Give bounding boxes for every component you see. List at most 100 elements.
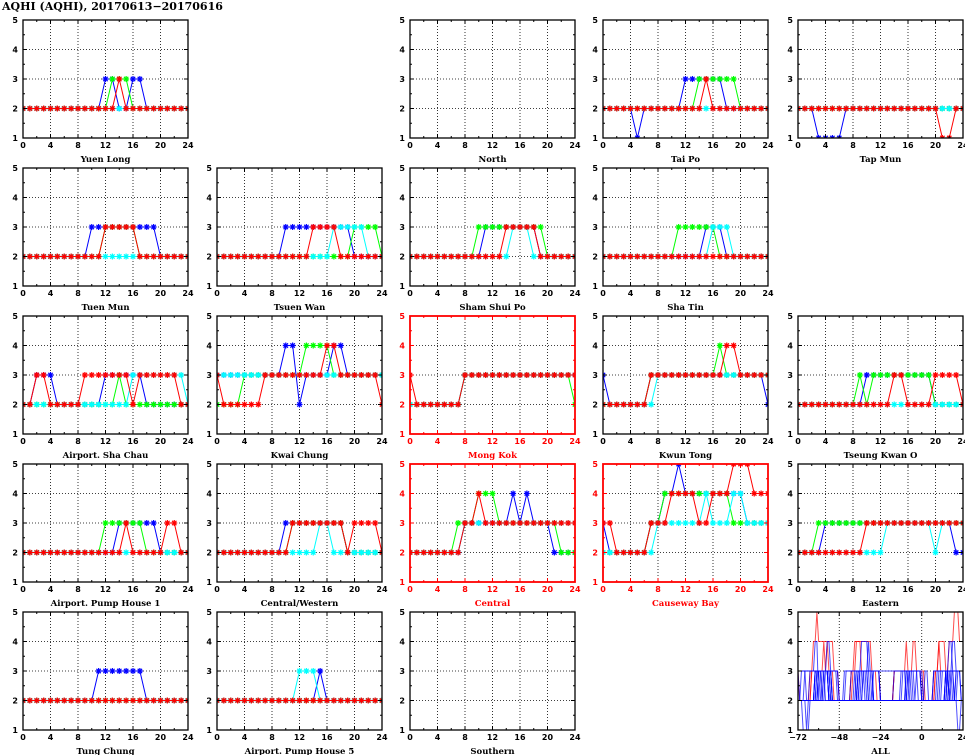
data-point bbox=[877, 372, 884, 378]
y-tick-label: 3 bbox=[12, 371, 18, 380]
data-point bbox=[613, 549, 620, 556]
data-point bbox=[448, 401, 455, 408]
x-tick-label: 20 bbox=[930, 437, 942, 446]
x-tick-label: 24 bbox=[569, 289, 581, 298]
data-point bbox=[850, 401, 856, 408]
x-tick-label: 20 bbox=[930, 141, 942, 150]
data-point bbox=[310, 372, 317, 378]
data-point bbox=[544, 520, 551, 526]
x-tick-label: 20 bbox=[349, 289, 361, 298]
data-point bbox=[939, 372, 946, 378]
y-tick-label: 4 bbox=[399, 46, 405, 55]
data-point bbox=[843, 549, 850, 556]
data-point bbox=[88, 697, 95, 704]
data-point bbox=[136, 520, 143, 526]
x-tick-label: −24 bbox=[872, 733, 890, 742]
data-point bbox=[289, 342, 296, 349]
x-tick-label: 24 bbox=[762, 437, 774, 446]
data-point bbox=[227, 401, 234, 408]
data-point bbox=[641, 253, 648, 260]
data-point bbox=[116, 520, 123, 526]
data-point bbox=[655, 105, 661, 112]
data-point bbox=[877, 105, 884, 112]
data-point bbox=[123, 520, 130, 526]
data-point bbox=[829, 105, 836, 112]
y-tick-label: 3 bbox=[12, 519, 18, 528]
plot-area bbox=[23, 668, 188, 704]
data-point bbox=[289, 253, 296, 260]
data-point bbox=[227, 372, 234, 378]
data-point bbox=[262, 697, 269, 704]
y-tick-label: 2 bbox=[592, 401, 598, 410]
data-point bbox=[496, 224, 503, 230]
data-point bbox=[925, 520, 932, 526]
data-point bbox=[870, 520, 877, 526]
data-point bbox=[109, 105, 116, 112]
data-point bbox=[150, 549, 157, 556]
data-point bbox=[330, 372, 337, 378]
data-point bbox=[648, 401, 655, 408]
data-point bbox=[613, 105, 620, 112]
data-point bbox=[54, 401, 61, 408]
data-point bbox=[661, 490, 668, 497]
data-point bbox=[88, 105, 95, 112]
data-point bbox=[47, 401, 54, 408]
data-point bbox=[801, 401, 808, 408]
data-point bbox=[613, 401, 620, 408]
data-point bbox=[434, 253, 441, 260]
data-point bbox=[870, 549, 877, 556]
x-tick-label: 4 bbox=[823, 437, 829, 446]
x-tick-label: 4 bbox=[628, 437, 634, 446]
data-point bbox=[317, 253, 324, 260]
data-point bbox=[317, 697, 324, 704]
y-tick-label: 5 bbox=[12, 312, 18, 321]
y-tick-label: 2 bbox=[206, 697, 212, 706]
data-point bbox=[689, 76, 696, 82]
data-point bbox=[102, 520, 109, 526]
data-point bbox=[220, 697, 227, 704]
data-point bbox=[716, 253, 723, 260]
y-tick-label: 4 bbox=[399, 194, 405, 203]
data-point bbox=[269, 253, 275, 260]
data-point bbox=[75, 697, 81, 704]
data-point bbox=[95, 668, 102, 674]
data-point bbox=[932, 105, 939, 112]
data-point bbox=[723, 253, 730, 260]
data-point bbox=[365, 224, 372, 230]
data-point bbox=[523, 372, 530, 378]
plot-area bbox=[23, 224, 188, 260]
data-point bbox=[648, 105, 655, 112]
data-point bbox=[123, 668, 130, 674]
x-tick-label: 12 bbox=[875, 141, 886, 150]
data-point bbox=[668, 520, 675, 526]
data-point bbox=[220, 401, 227, 408]
data-point bbox=[723, 372, 730, 378]
x-tick-label: 16 bbox=[707, 141, 719, 150]
y-tick-label: 2 bbox=[12, 697, 18, 706]
data-point bbox=[26, 253, 33, 260]
panel-title: Airport. Pump House 5 bbox=[244, 747, 355, 755]
y-tick-label: 2 bbox=[12, 549, 18, 558]
y-tick-label: 1 bbox=[592, 282, 598, 291]
data-point bbox=[884, 520, 891, 526]
data-point bbox=[863, 520, 870, 526]
x-tick-label: 16 bbox=[127, 141, 139, 150]
data-point bbox=[801, 105, 808, 112]
data-point bbox=[682, 520, 689, 526]
data-point bbox=[808, 105, 815, 112]
x-tick-label: 0 bbox=[600, 289, 606, 298]
data-point bbox=[482, 520, 489, 526]
data-point bbox=[95, 549, 102, 556]
data-point bbox=[703, 520, 710, 526]
data-point bbox=[330, 549, 337, 556]
x-tick-label: 4 bbox=[242, 289, 248, 298]
data-point bbox=[227, 253, 234, 260]
x-tick-label: 16 bbox=[127, 437, 139, 446]
data-point bbox=[102, 668, 109, 674]
y-tick-label: 3 bbox=[592, 223, 598, 232]
data-point bbox=[171, 401, 178, 408]
data-point bbox=[282, 253, 289, 260]
data-point bbox=[81, 372, 88, 378]
y-tick-label: 3 bbox=[206, 519, 212, 528]
